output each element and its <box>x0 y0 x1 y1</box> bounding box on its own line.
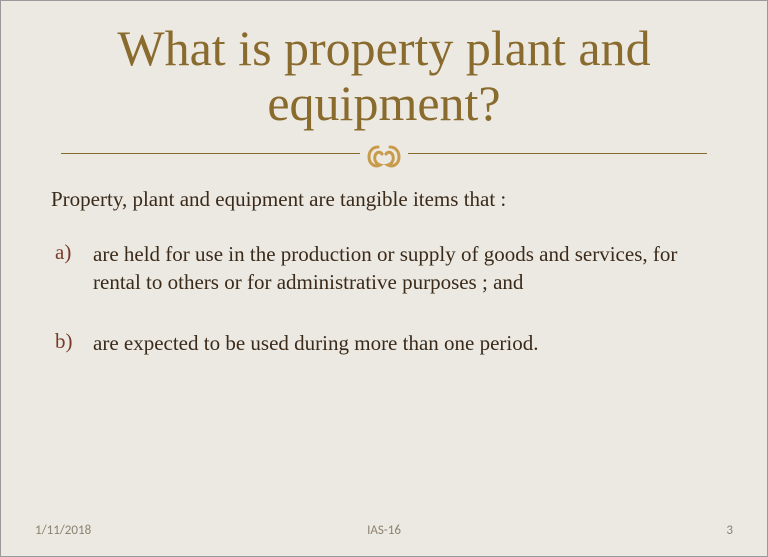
divider-ornament-icon <box>360 143 408 171</box>
divider-line-right <box>408 153 707 154</box>
list-item-text: are held for use in the production or su… <box>93 240 717 297</box>
title-divider <box>1 139 767 167</box>
slide-footer: 1/11/2018 IAS-16 3 <box>1 523 767 538</box>
footer-date: 1/11/2018 <box>35 523 91 538</box>
definition-list: a) are held for use in the production or… <box>1 240 767 357</box>
list-marker: a) <box>51 240 93 297</box>
list-item: b) are expected to be used during more t… <box>51 329 717 357</box>
divider-line-left <box>61 153 360 154</box>
footer-page-number: 3 <box>726 523 733 538</box>
list-item-text: are expected to be used during more than… <box>93 329 539 357</box>
footer-center: IAS-16 <box>367 523 401 538</box>
list-item: a) are held for use in the production or… <box>51 240 717 297</box>
list-marker: b) <box>51 329 93 357</box>
slide-title: What is property plant and equipment? <box>1 1 767 139</box>
intro-text: Property, plant and equipment are tangib… <box>1 187 767 240</box>
